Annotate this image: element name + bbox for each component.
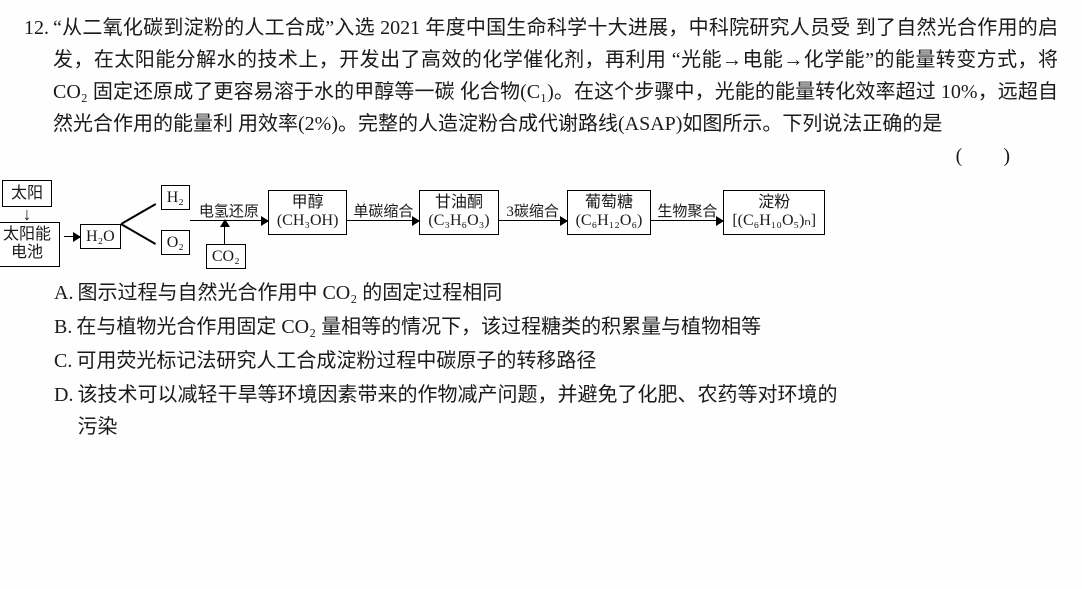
stem-line: 用效率(2%)。完整的人造淀粉合成代谢路线(ASAP)如图所示。下列说法正确的是: [238, 113, 942, 135]
arrow-right-icon: [64, 236, 80, 238]
question-number: 12.: [24, 12, 49, 172]
options-block: A. 图示过程与自然光合作用中 CO₂ 的固定过程相同 B. 在与植物光合作用固…: [54, 277, 1058, 443]
solar-cell-box: 太阳能 电池: [0, 222, 60, 267]
answer-paren: ( ): [53, 140, 1058, 172]
arrow-up-icon: [224, 220, 226, 244]
arrow-right-icon: 单碳缩合: [347, 220, 419, 222]
h2-o2-column: H₂ O₂: [161, 185, 190, 255]
arrow-down-icon: ↓: [23, 208, 32, 221]
starch-box: 淀粉 [(C₆H₁₀O₅)ₙ]: [723, 190, 825, 235]
option-c: C. 可用荧光标记法研究人工合成淀粉过程中碳原子的转移路径: [54, 345, 1058, 377]
h2-box: H₂: [161, 185, 190, 210]
question-stem: “从二氧化碳到淀粉的人工合成”入选 2021 年度中国生命科学十大进展，中科院研…: [53, 12, 1058, 172]
split-lines: [121, 197, 161, 249]
o2-box: O₂: [161, 230, 190, 255]
asap-diagram: 太阳 ↓ 太阳能 电池 H₂O H₂ O₂ 电氢还原 CO₂ 甲醇: [0, 180, 1058, 267]
option-text: 可用荧光标记法研究人工合成淀粉过程中碳原子的转移路径: [76, 345, 1058, 377]
step-label: 生物聚合: [651, 200, 723, 224]
step-label: 3碳缩合: [499, 200, 567, 224]
glucose-box: 葡萄糖 (C₆H₁₂O₆): [567, 190, 652, 235]
glyceraldehyde-box: 甘油酮 (C₃H₆O₃): [419, 190, 498, 235]
option-letter: A.: [54, 277, 73, 309]
option-text: 该技术可以减轻干旱等环境因素带来的作物减产问题，并避免了化肥、农药等对环境的 污…: [77, 379, 1058, 443]
option-letter: D.: [54, 379, 73, 443]
stem-line: “从二氧化碳到淀粉的人工合成”入选 2021 年度中国生命科学十大进展，中科院研…: [53, 17, 851, 39]
option-text: 图示过程与自然光合作用中 CO₂ 的固定过程相同: [77, 277, 1058, 309]
option-d: D. 该技术可以减轻干旱等环境因素带来的作物减产问题，并避免了化肥、农药等对环境…: [54, 379, 1058, 443]
solar-column: 太阳 ↓ 太阳能 电池: [0, 180, 60, 267]
arrow-right-icon: 3碳缩合: [499, 220, 567, 222]
option-b: B. 在与植物光合作用固定 CO₂ 量相等的情况下，该过程糖类的积累量与植物相等: [54, 311, 1058, 343]
h2o-box: H₂O: [80, 224, 121, 249]
question-block: 12. “从二氧化碳到淀粉的人工合成”入选 2021 年度中国生命科学十大进展，…: [24, 12, 1058, 172]
option-letter: B.: [54, 311, 72, 343]
methanol-box: 甲醇 (CH₃OH): [268, 190, 348, 235]
sun-box: 太阳: [2, 180, 52, 207]
co2-box: CO₂: [206, 244, 246, 269]
step-label: 单碳缩合: [347, 200, 419, 224]
option-a: A. 图示过程与自然光合作用中 CO₂ 的固定过程相同: [54, 277, 1058, 309]
option-text: 在与植物光合作用固定 CO₂ 量相等的情况下，该过程糖类的积累量与植物相等: [76, 311, 1058, 343]
option-letter: C.: [54, 345, 72, 377]
arrow-right-icon: 生物聚合: [651, 220, 723, 222]
